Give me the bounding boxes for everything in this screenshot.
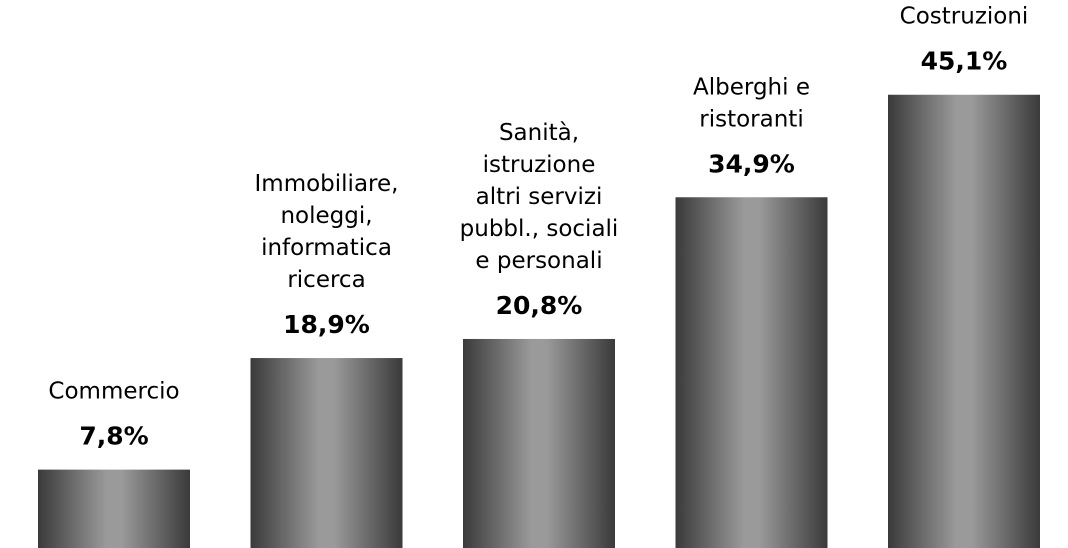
value-label: 20,8%	[496, 291, 583, 320]
bar	[38, 469, 190, 548]
bar	[463, 338, 615, 548]
category-label: Commercio	[48, 378, 179, 404]
bar	[675, 197, 828, 548]
value-label: 34,9%	[708, 149, 795, 178]
value-label: 45,1%	[921, 47, 1008, 76]
bar	[250, 358, 403, 548]
category-label: Alberghi e ristoranti	[693, 74, 810, 132]
category-label: Immobiliare, noleggi, informatica ricerca	[255, 171, 399, 293]
value-label: 18,9%	[283, 310, 370, 339]
category-label: Costruzioni	[900, 3, 1029, 29]
value-label: 7,8%	[79, 422, 148, 451]
bar	[888, 94, 1040, 548]
category-label: Sanità, istruzione altri servizi pubbl., so…	[460, 119, 619, 273]
